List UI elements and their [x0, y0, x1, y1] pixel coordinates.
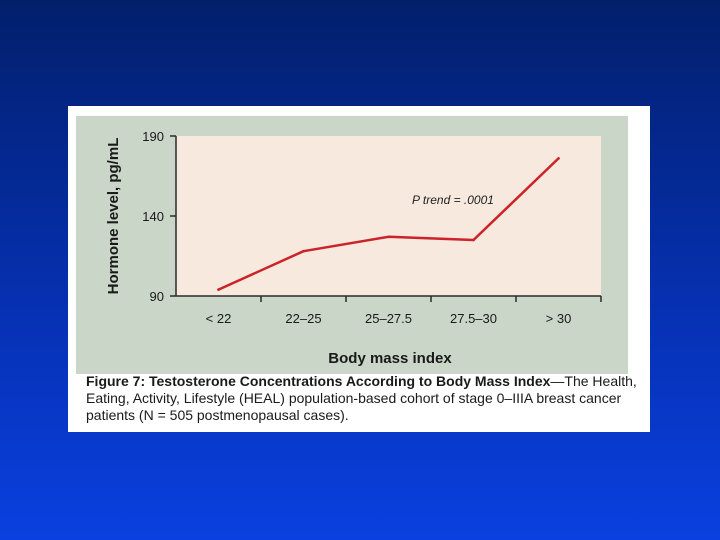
data-point: [557, 157, 560, 160]
y-axis-label: Hormone level, pg/mL: [105, 138, 122, 295]
x-tick-label: < 22: [206, 311, 232, 326]
y-tick-label: 190: [142, 129, 164, 144]
x-axis-label: Body mass index: [328, 350, 452, 367]
trend-annotation: P trend = .0001: [412, 193, 494, 207]
plot-background: [176, 136, 601, 296]
data-point: [217, 288, 220, 291]
x-tick-label: 22–25: [285, 311, 321, 326]
x-tick-label: > 30: [546, 311, 572, 326]
x-tick-label: 27.5–30: [450, 311, 497, 326]
data-point: [387, 235, 390, 239]
figure-card: 90 140 190 < 22 22–25 25–27.5 27.5–30 > 30 P tr…: [68, 106, 650, 432]
y-tick-label: 140: [142, 209, 164, 224]
data-point: [302, 249, 305, 253]
caption-title: Figure 7: Testosterone Concentrations Ac…: [86, 373, 551, 389]
line-chart: 90 140 190 < 22 22–25 25–27.5 27.5–30 > 30 P tr…: [105, 129, 602, 367]
figure-caption: Figure 7: Testosterone Concentrations Ac…: [86, 373, 638, 424]
caption-body: —The Health, Eating, Activity, Lifestyle…: [86, 373, 637, 423]
data-point: [472, 238, 475, 242]
y-tick-label: 90: [150, 289, 164, 304]
chart-panel: 90 140 190 < 22 22–25 25–27.5 27.5–30 > 30 P tr…: [76, 116, 628, 374]
x-tick-label: 25–27.5: [365, 311, 412, 326]
